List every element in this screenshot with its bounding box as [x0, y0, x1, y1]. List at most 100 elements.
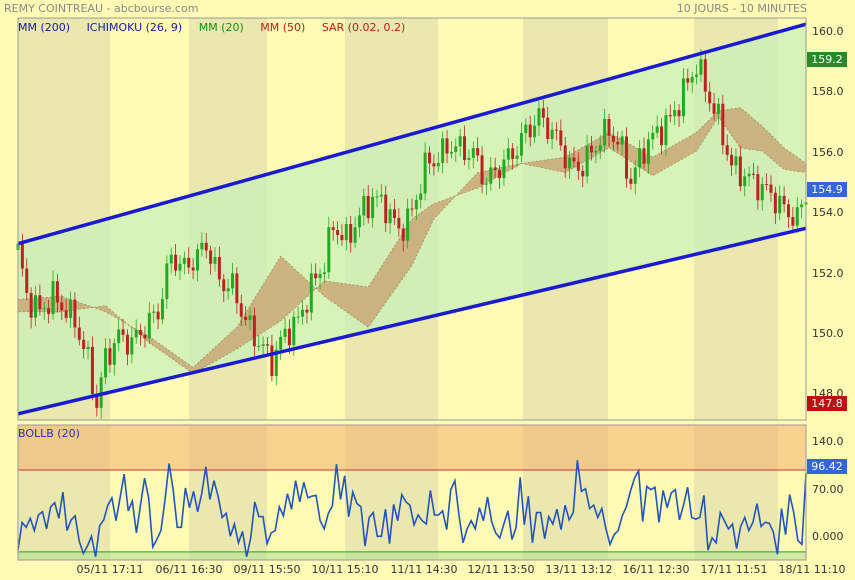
period-label: 10 JOURS - 10 MINUTES — [676, 2, 807, 15]
candle — [625, 136, 629, 179]
candle — [484, 183, 488, 185]
x-tick: 10/11 15:10 — [311, 563, 379, 576]
candle — [703, 59, 707, 92]
candle — [730, 154, 734, 166]
candle — [55, 281, 59, 303]
candle — [209, 250, 213, 264]
candle — [646, 139, 650, 164]
candle — [598, 145, 602, 151]
candle — [371, 196, 375, 219]
candle — [130, 337, 134, 355]
candle — [419, 193, 423, 200]
candle — [51, 281, 55, 315]
legend-mm20: MM (20) — [198, 21, 244, 34]
candle — [414, 199, 418, 210]
indicator-label: BOLLB (20) — [18, 427, 80, 440]
last-price-tag: 154.9 — [807, 182, 847, 197]
indicator-lower-zone — [18, 551, 806, 560]
candle — [708, 91, 712, 104]
candle — [257, 345, 261, 347]
candle — [651, 132, 655, 140]
candle — [204, 242, 208, 251]
candle — [493, 167, 497, 170]
indicator-frame — [17, 424, 807, 561]
candle — [471, 148, 475, 158]
candle — [554, 129, 558, 131]
candle — [738, 156, 742, 187]
candle — [152, 311, 156, 313]
candle — [274, 349, 278, 376]
candle — [795, 207, 799, 226]
candle — [655, 126, 659, 133]
candle — [546, 117, 550, 139]
candle — [489, 167, 493, 184]
candle — [773, 192, 777, 214]
candle — [239, 303, 243, 317]
candle — [677, 110, 681, 117]
indicator-upper-zone — [18, 425, 806, 470]
channel-upper-line — [17, 22, 807, 246]
candle — [169, 254, 173, 264]
candle — [791, 217, 795, 226]
candle — [397, 217, 401, 229]
candle — [191, 267, 195, 271]
indicator-last-tag: 96.42 — [807, 459, 847, 474]
y-tick: 160.0 — [812, 25, 844, 38]
candle — [681, 78, 685, 117]
x-tick: 12/11 13:50 — [467, 563, 535, 576]
candle — [747, 173, 751, 177]
candle — [344, 224, 348, 241]
candle — [463, 136, 467, 160]
candle — [528, 124, 532, 138]
candle — [721, 103, 725, 146]
candle — [537, 108, 541, 126]
x-tick: 16/11 12:30 — [622, 563, 690, 576]
candle — [480, 155, 484, 185]
candle — [589, 145, 593, 153]
candle — [375, 196, 379, 198]
candle — [633, 167, 637, 184]
candle — [690, 76, 694, 83]
candle — [436, 162, 440, 167]
candle — [384, 194, 388, 224]
candle — [121, 329, 125, 335]
candle — [563, 145, 567, 169]
y-tick: 154.0 — [812, 206, 844, 219]
candle — [160, 299, 164, 320]
candle — [117, 329, 121, 344]
candle — [603, 118, 607, 146]
candle — [77, 327, 81, 340]
candle — [279, 336, 283, 350]
candle — [357, 215, 361, 228]
candle — [38, 295, 42, 310]
candle — [296, 316, 300, 318]
y-tick: 150.0 — [812, 327, 844, 340]
candle — [445, 138, 449, 154]
candle — [20, 243, 24, 269]
candle — [533, 125, 537, 138]
candle — [331, 227, 335, 230]
candle — [261, 344, 265, 346]
high-price-tag: 159.2 — [807, 52, 847, 67]
candle — [441, 138, 445, 163]
x-tick: 05/11 17:11 — [76, 563, 144, 576]
candle — [388, 209, 392, 224]
candle — [406, 208, 410, 241]
candle — [314, 273, 318, 279]
candle — [25, 268, 29, 293]
low-price-tag: 147.8 — [807, 396, 847, 411]
candle — [292, 316, 296, 346]
candle — [353, 227, 357, 243]
candle — [432, 163, 436, 167]
candle — [760, 184, 764, 201]
candle — [69, 299, 73, 318]
candle — [309, 273, 313, 313]
candle — [541, 108, 545, 118]
bollb-line — [17, 460, 807, 557]
candle — [362, 195, 366, 216]
candle — [86, 346, 90, 349]
candle — [502, 159, 506, 179]
candle — [82, 339, 86, 349]
x-tick: 18/11 11:10 — [778, 563, 846, 576]
